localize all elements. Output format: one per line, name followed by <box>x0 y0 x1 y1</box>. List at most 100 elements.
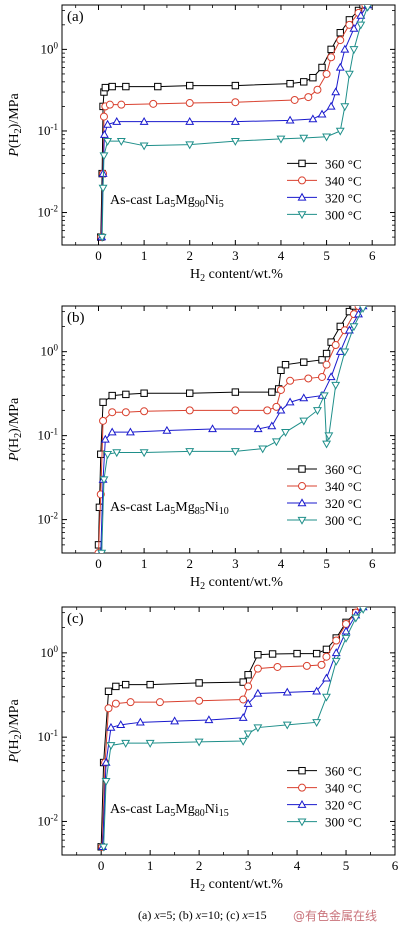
x-tick-label: 1 <box>147 858 154 873</box>
data-point <box>162 425 172 434</box>
data-point <box>108 391 116 400</box>
data-point <box>285 115 295 124</box>
panel-a: 0 1 2 3 4 5 6 10-2 10-1 100 (a) P(H2)/MPa H2 content… <box>7 4 396 284</box>
data-point <box>336 29 344 37</box>
y-tick-label: 100 <box>41 644 59 660</box>
series-2 <box>98 306 368 553</box>
data-point <box>304 93 313 102</box>
data-point <box>344 70 354 79</box>
data-point <box>345 20 354 29</box>
panel-b: 0 1 2 3 4 5 6 10-2 10-1 100 (b) P(H2)/MPa H2 content… <box>7 305 396 592</box>
data-point <box>155 698 164 707</box>
data-point <box>103 451 113 459</box>
data-point <box>349 323 359 332</box>
data-point <box>285 397 295 406</box>
x-tick-label: 2 <box>196 858 203 873</box>
legend-marker <box>297 818 307 827</box>
data-point <box>103 119 113 128</box>
x-tick-label: 4 <box>294 858 301 873</box>
y-axis-label: P(H2)/MPa <box>7 699 24 764</box>
data-point <box>146 680 154 689</box>
data-point <box>336 36 345 45</box>
data-point <box>106 742 116 751</box>
data-point <box>103 137 113 146</box>
y-tick-label: 10-2 <box>38 511 59 527</box>
data-point <box>117 100 126 109</box>
data-point <box>286 376 295 385</box>
data-point <box>253 424 263 433</box>
x-tick-label: 2 <box>186 556 193 571</box>
data-point <box>99 152 109 161</box>
legend-label: 340 °C <box>325 781 362 796</box>
plot-frame <box>61 305 396 554</box>
data-point <box>99 112 108 121</box>
legend-label: 300 °C <box>325 815 362 830</box>
data-point <box>244 671 252 679</box>
data-point <box>170 716 180 725</box>
data-point <box>276 385 285 394</box>
data-point <box>304 374 313 383</box>
data-point <box>185 99 194 108</box>
figure-caption: (a) x=5; (b) x=10; (c) x=15 @有色金属在线 <box>0 905 400 925</box>
data-point <box>231 98 240 107</box>
legend-marker <box>297 192 307 201</box>
data-point <box>331 657 341 666</box>
data-point <box>331 381 341 390</box>
data-point <box>145 739 155 748</box>
data-point <box>100 434 110 443</box>
data-point <box>230 116 240 125</box>
data-point <box>312 407 322 416</box>
panel-label: (c) <box>67 611 84 627</box>
y-tick-label: 100 <box>41 343 59 359</box>
data-point <box>194 738 204 747</box>
data-point <box>299 134 309 143</box>
x-tick-label: 1 <box>141 248 148 263</box>
data-point <box>321 673 331 682</box>
plot-frame <box>61 4 396 246</box>
data-point <box>276 135 286 144</box>
data-point <box>351 614 361 623</box>
data-point <box>312 686 322 695</box>
data-point <box>101 778 111 786</box>
data-point <box>331 341 340 350</box>
data-point <box>282 687 292 696</box>
data-point <box>359 607 368 614</box>
data-point <box>324 432 334 441</box>
data-point <box>104 687 113 695</box>
data-point <box>253 688 263 697</box>
sample-label: As-cast La5Mg80Ni15 <box>110 802 229 819</box>
legend-marker <box>298 783 306 792</box>
data-point <box>313 85 322 94</box>
data-point <box>121 680 130 689</box>
legend-marker <box>297 498 307 507</box>
data-point <box>341 626 351 635</box>
data-point <box>300 78 308 86</box>
data-point <box>106 722 116 731</box>
x-tick-label: 4 <box>278 556 285 571</box>
panel-label: (a) <box>67 9 84 25</box>
legend-marker <box>298 159 306 168</box>
data-point <box>322 349 331 358</box>
legend-label: 340 °C <box>325 479 362 494</box>
x-tick-label: 2 <box>186 248 193 263</box>
data-point <box>349 23 359 32</box>
data-point <box>122 82 130 91</box>
data-point <box>116 137 126 146</box>
data-point <box>99 398 107 406</box>
x-tick-label: 3 <box>232 248 239 263</box>
panel-c: 0 1 2 3 4 5 6 10-2 10-1 100 (c) P(H2)/MPa H2 content… <box>7 606 399 894</box>
x-tick-label: 6 <box>369 248 376 263</box>
data-point <box>271 438 281 447</box>
data-point <box>112 116 122 125</box>
data-point <box>185 448 195 457</box>
data-point <box>230 137 240 146</box>
data-point <box>322 360 331 369</box>
data-point <box>331 87 341 96</box>
legend-marker <box>297 516 307 525</box>
series-area <box>94 306 368 553</box>
data-point <box>340 103 350 112</box>
data-point <box>239 678 247 686</box>
data-point <box>267 421 277 430</box>
data-point <box>139 116 149 125</box>
legend-marker <box>298 482 306 491</box>
